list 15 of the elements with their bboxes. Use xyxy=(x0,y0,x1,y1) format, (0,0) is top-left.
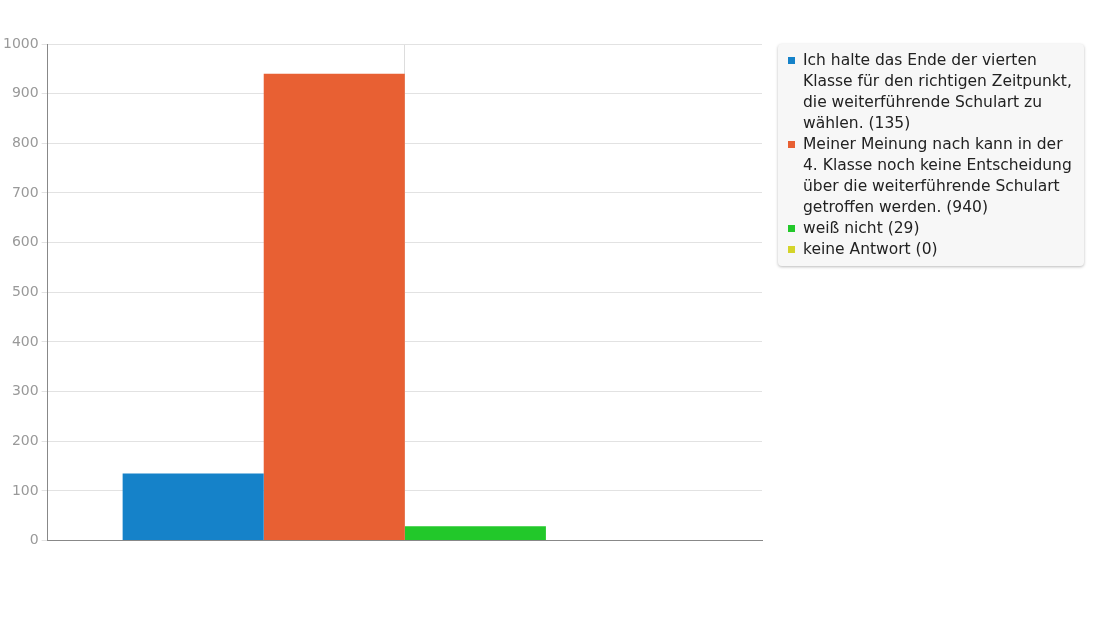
legend-label: Ich halte das Ende der vierten Klasse für den richtigen Zeitpunkt, die weiterführende Schulart zu wählen. (135) xyxy=(803,50,1073,134)
y-tick-label: 600 xyxy=(11,233,39,250)
y-tick-label: 100 xyxy=(11,481,39,498)
y-tick-label: 900 xyxy=(11,84,39,101)
y-tick-label: 1000 xyxy=(2,34,39,51)
y-tick-label: 800 xyxy=(11,133,39,150)
y-tick-label: 500 xyxy=(11,282,39,299)
y-tick-label: 300 xyxy=(11,382,39,399)
y-tick-label: 400 xyxy=(11,332,39,349)
legend-label: Meiner Meinung nach kann in der 4. Klasse noch keine Entscheidung über die weiterführende Schulart getroffen werden. (940) xyxy=(803,134,1073,218)
y-tick-label: 0 xyxy=(29,531,39,548)
y-tick-label: 200 xyxy=(11,431,39,448)
legend-label: weiß nicht (29) xyxy=(803,218,920,239)
y-tick-label: 700 xyxy=(11,183,39,200)
legend-label: keine Antwort (0) xyxy=(803,239,938,260)
